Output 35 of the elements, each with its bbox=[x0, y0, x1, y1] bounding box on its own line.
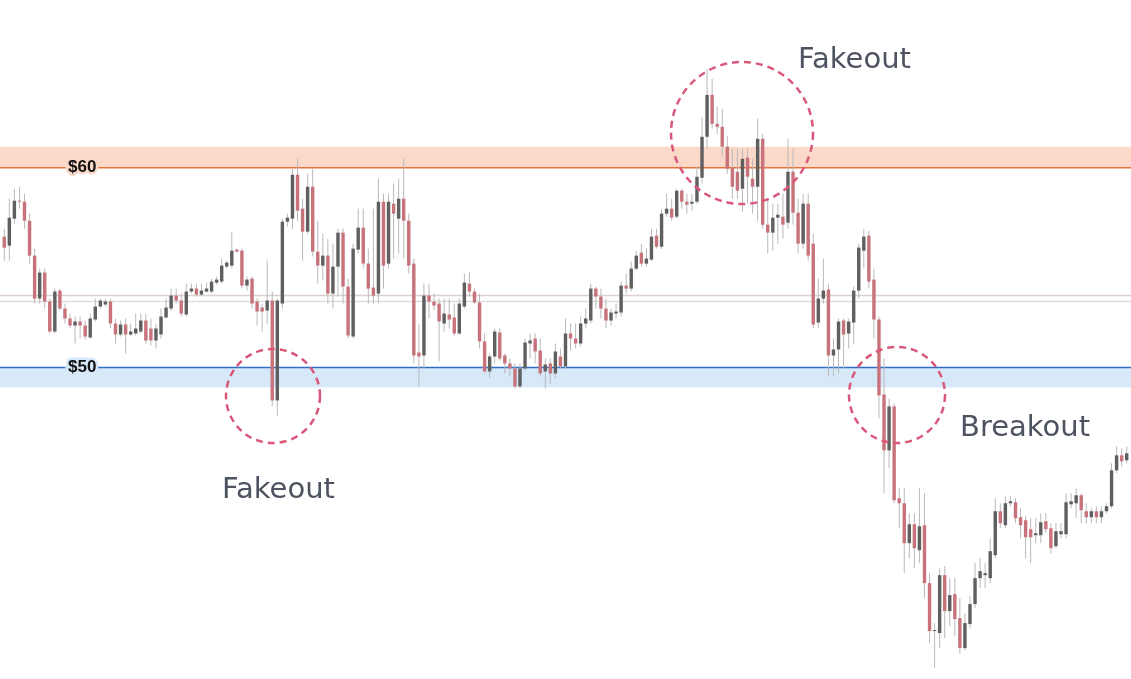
candlestick bbox=[624, 273, 628, 295]
candlestick bbox=[715, 106, 719, 135]
candlestick bbox=[599, 288, 603, 320]
candlestick bbox=[594, 286, 598, 310]
candlestick bbox=[503, 352, 507, 374]
candlestick bbox=[862, 228, 866, 270]
candlestick bbox=[68, 313, 72, 330]
candlestick bbox=[771, 203, 775, 252]
candlestick bbox=[17, 186, 22, 210]
candlestick bbox=[932, 622, 937, 669]
candlestick bbox=[58, 288, 62, 312]
candlestick bbox=[230, 231, 234, 270]
candlestick bbox=[604, 298, 608, 330]
candlestick bbox=[685, 193, 689, 215]
candlestick bbox=[63, 303, 67, 325]
candlestick bbox=[73, 316, 77, 344]
candlestick bbox=[518, 362, 522, 389]
candlestick bbox=[690, 193, 694, 212]
candlestick bbox=[83, 320, 87, 340]
candlestick bbox=[245, 276, 249, 292]
candlestick bbox=[427, 283, 431, 320]
candlestick bbox=[321, 233, 325, 282]
candlestick bbox=[533, 333, 537, 364]
candlestick bbox=[442, 298, 446, 333]
candlestick bbox=[1084, 502, 1088, 524]
annotation: Breakout bbox=[960, 409, 1091, 443]
candlestick bbox=[781, 193, 785, 240]
candlestick bbox=[78, 316, 82, 339]
candlestick bbox=[513, 362, 517, 389]
candlestick bbox=[776, 203, 780, 245]
annotation: Fakeout bbox=[222, 471, 335, 505]
annotation: Fakeout bbox=[798, 41, 911, 75]
candlestick bbox=[265, 260, 269, 326]
candlestick bbox=[831, 338, 836, 377]
candlestick bbox=[508, 357, 512, 377]
